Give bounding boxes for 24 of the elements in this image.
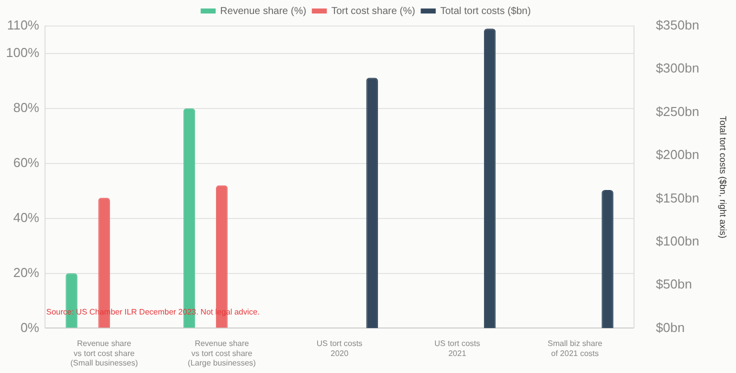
legend-label: Tort cost share (%) [331, 6, 416, 17]
x-tick-label: Revenue share vs tort cost share (Small businesses) [70, 339, 138, 368]
legend-label: Revenue share (%) [220, 6, 306, 17]
x-tick-label: Revenue share vs tort cost share (Large businesses) [188, 339, 256, 368]
y2-axis-title: Total tort costs ($bn, right axis) [718, 116, 728, 238]
y2-tick-label: $100bn [656, 233, 700, 248]
x-tick-label: Small biz share of 2021 costs [548, 339, 603, 358]
legend-label: Total tort costs ($bn) [440, 6, 531, 17]
y-tick-label: 40% [13, 210, 40, 225]
y2-tick-label: $150bn [656, 190, 700, 206]
y-tick-label: 100% [6, 45, 40, 60]
x-tick-label: US tort costs 2020 [316, 339, 362, 358]
y-tick-label: 0% [20, 320, 40, 335]
y2-tick-label: $350bn [656, 18, 700, 33]
y2-tick-label: $300bn [656, 60, 700, 76]
y2-tick-label: $250bn [656, 104, 700, 119]
y-tick-label: 20% [13, 264, 40, 280]
y2-tick-label: $50bn [656, 276, 692, 292]
y2-tick-label: $200bn [656, 147, 700, 162]
y-tick-label: 80% [13, 100, 40, 115]
y-tick-label: 110% [6, 18, 40, 33]
y2-tick-label: $0bn [656, 320, 685, 335]
y-tick-label: 60% [13, 154, 40, 170]
x-tick-label: US tort costs 2021 [434, 339, 480, 358]
